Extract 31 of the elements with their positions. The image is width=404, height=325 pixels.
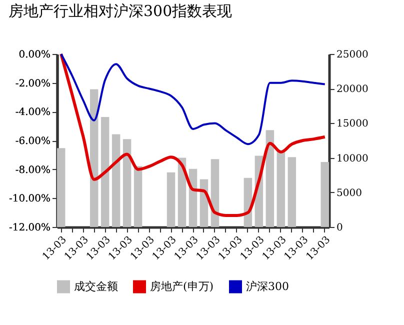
bar	[266, 130, 274, 227]
y-tick-label: -8.00%	[15, 164, 50, 176]
y2-tick-label: 15000	[336, 118, 368, 130]
legend-label: 房地产(申万)	[150, 280, 214, 293]
y2-tick-label: 25000	[336, 50, 368, 60]
y-tick-label: -10.00%	[8, 194, 50, 205]
line-series	[60, 53, 326, 146]
y-tick-label: -12.00%	[8, 222, 50, 234]
y2-tick-label: 10000	[336, 153, 368, 164]
y-tick-label: -2.00%	[15, 78, 50, 90]
y2-tick-label: 5000	[336, 188, 362, 199]
y-tick-label: -6.00%	[15, 136, 50, 147]
bar	[100, 116, 110, 227]
line-series	[60, 52, 326, 217]
y2-tick-label: 0	[336, 222, 343, 234]
bar	[112, 134, 120, 227]
bar	[288, 157, 296, 227]
y-tick-label: 0.00%	[18, 50, 50, 60]
chart-title: 房地产行业相对沪深300指数表现	[8, 2, 232, 20]
y-tick-label: -4.00%	[15, 107, 50, 118]
bar	[57, 148, 66, 227]
bar	[134, 166, 142, 227]
bar	[210, 159, 220, 227]
y2-tick-label: 20000	[336, 84, 368, 96]
bar	[122, 139, 132, 227]
legend-label: 成交金额	[74, 280, 118, 293]
bar	[320, 162, 329, 227]
bar	[166, 172, 176, 227]
legend-label: 沪深300	[246, 280, 289, 293]
bar	[90, 89, 98, 227]
bar	[276, 150, 286, 227]
